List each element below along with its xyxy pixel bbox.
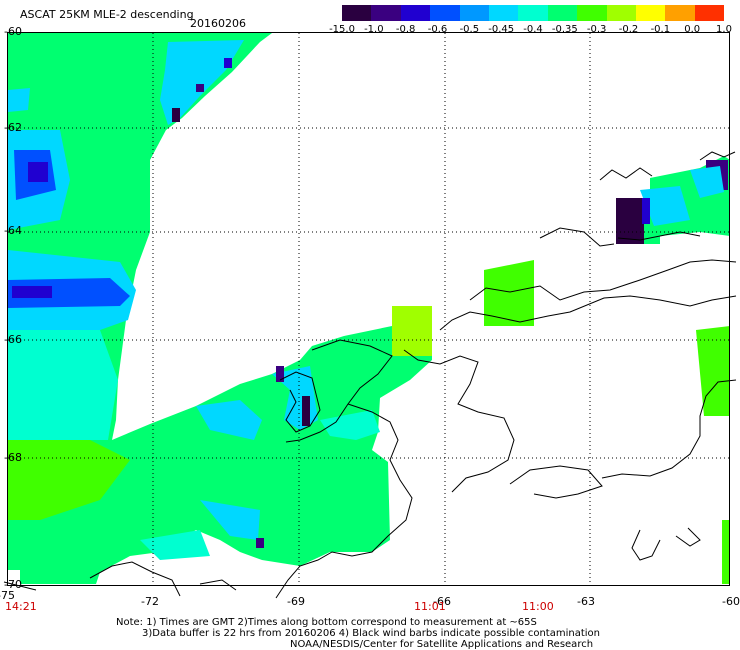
colorbar-tick-label: -0.6	[427, 24, 448, 35]
coastline	[3, 151, 737, 599]
swath-region	[8, 440, 130, 520]
swath-cell	[256, 538, 264, 548]
swath-region	[160, 40, 244, 125]
data-swath	[8, 33, 730, 584]
swath-cell	[642, 198, 650, 224]
footnote-1: Note: 1) Times are GMT 2)Times along bot…	[116, 617, 537, 628]
colorbar-swatch	[371, 5, 401, 21]
map-plot	[3, 32, 737, 599]
lon-label-72: -72	[141, 595, 159, 608]
colorbar-swatch	[488, 5, 519, 21]
colorbar-swatches	[342, 5, 725, 21]
swath-cell	[196, 84, 204, 92]
swath-region	[722, 520, 730, 584]
swath-region	[690, 166, 724, 198]
time-label-1100: 11:00	[522, 600, 554, 613]
colorbar: -15.0 -1.0 -0.8 -0.6 -0.5 -0.45 -0.4 -0.35 -0.3-…	[329, 5, 732, 35]
swath-region	[8, 88, 30, 112]
colorbar-swatch	[606, 5, 636, 21]
colorbar-tick-label: 0.0	[684, 24, 701, 35]
colorbar-tick-label: -1.0	[364, 24, 384, 35]
swath-region	[8, 278, 130, 308]
colorbar-tick-label: -0.45	[488, 24, 515, 35]
swath-region	[8, 306, 432, 584]
colorbar-tick-label: -0.5	[459, 24, 480, 35]
swath-cell	[616, 198, 644, 244]
colorbar-tick-label: -0.8	[395, 24, 416, 35]
colorbar-swatch	[694, 5, 725, 21]
colorbar-tick-label: -0.1	[650, 24, 671, 35]
swath-region	[640, 186, 690, 226]
lat-label-60: -60	[4, 25, 22, 38]
lat-label-70: -70	[4, 578, 22, 591]
colorbar-tick-label: -0.4	[523, 24, 543, 35]
colorbar-swatch	[547, 5, 578, 21]
colorbar-swatch	[518, 5, 548, 21]
time-label-1421: 14:21	[5, 600, 37, 613]
lat-label-64: -64	[4, 224, 22, 237]
swath-region	[696, 326, 730, 416]
swath-cell	[172, 108, 180, 122]
colorbar-swatch	[577, 5, 607, 21]
colorbar-swatch	[342, 5, 372, 21]
colorbar-tick-label: -0.35	[551, 24, 578, 35]
time-label-1101: 11:01	[414, 600, 446, 613]
graticule	[8, 33, 729, 585]
lon-label-63: -63	[577, 595, 595, 608]
footnote-2: 3)Data buffer is 22 hrs from 20160206 4)…	[142, 628, 600, 639]
swath-region	[320, 410, 380, 440]
swath-cell	[12, 286, 52, 298]
swath-region	[196, 400, 262, 440]
lon-label-75: -75	[0, 589, 15, 602]
swath-region	[484, 260, 534, 326]
colorbar-tick-label: 1.0	[716, 24, 732, 35]
footnote-3: NOAA/NESDIS/Center for Satellite Applica…	[290, 639, 594, 650]
swath-cell	[276, 366, 284, 382]
swath-region	[8, 330, 118, 440]
lat-label-68: -68	[4, 451, 22, 464]
colorbar-swatch	[400, 5, 431, 21]
swath-cell	[302, 396, 310, 426]
swath-region	[200, 500, 260, 540]
colorbar-swatch	[665, 5, 695, 21]
lon-label-60: -60	[722, 595, 740, 608]
swath-cell	[224, 58, 232, 68]
map-date: 20160206	[190, 17, 246, 30]
swath-cell	[28, 162, 48, 182]
colorbar-swatch	[635, 5, 666, 21]
colorbar-tick-label: -0.2	[618, 24, 639, 35]
colorbar-swatch	[430, 5, 460, 21]
swath-region	[140, 530, 210, 560]
lat-label-62: -62	[4, 121, 22, 134]
map-title: ASCAT 25KM MLE-2 descending	[20, 8, 194, 21]
lat-label-66: -66	[4, 333, 22, 346]
lon-label-69: -69	[287, 595, 305, 608]
swath-region	[392, 306, 432, 356]
colorbar-tick-label: -15.0	[329, 24, 355, 35]
colorbar-tick-label: -0.3	[586, 24, 607, 35]
lon-label-66: -66	[433, 595, 451, 608]
colorbar-swatch	[459, 5, 489, 21]
colorbar-ticks: -15.0 -1.0 -0.8 -0.6 -0.5 -0.45 -0.4 -0.35 -0.3-…	[329, 24, 732, 36]
plot-frame	[7, 32, 730, 586]
